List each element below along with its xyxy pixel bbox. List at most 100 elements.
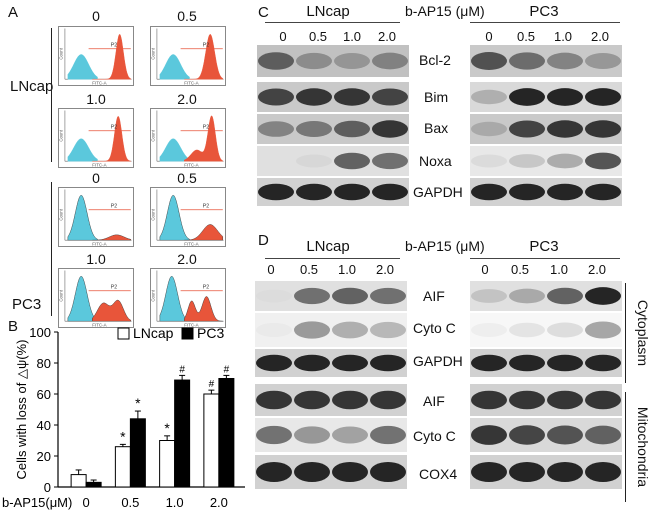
bar-pc3	[129, 418, 146, 488]
panel-c-treatment: b-AP15 (μM)	[405, 3, 485, 19]
hist-header-lncap-0.5: 0.5	[177, 8, 197, 24]
hist-header-pc3-0: 0	[92, 170, 100, 186]
group-bracket-pc3	[51, 182, 52, 316]
blot-band	[509, 461, 545, 483]
category-label: 0	[83, 495, 90, 510]
lane-d-pc3-0.5: 0.5	[510, 262, 530, 277]
blot-d-pc3-cytoc-mito	[470, 418, 622, 452]
blot-band	[372, 52, 408, 70]
hist-x-label: FITC-A	[92, 162, 106, 167]
protein-label-cytoc-cyto: Cyto C	[413, 320, 456, 336]
hist-x-label: FITC-A	[92, 241, 106, 246]
hist-x-label: FITC-A	[92, 80, 106, 85]
lane-c-lncap-0: 0	[279, 29, 287, 44]
blot-band	[256, 461, 292, 483]
cellline-label-lncap: LNcap	[10, 78, 54, 95]
blot-band	[547, 390, 583, 410]
blot-band	[509, 154, 545, 168]
blot-band	[296, 88, 332, 106]
y-tick-label: 100	[29, 325, 51, 340]
hist-y-label: Count	[151, 289, 156, 301]
blot-band	[296, 121, 332, 137]
blot-band	[332, 287, 368, 305]
protein-label-cox4: COX4	[419, 466, 458, 482]
blot-band	[471, 354, 507, 372]
bar-pc3	[85, 481, 102, 488]
blot-band	[585, 390, 621, 410]
panel-d-group-pc3: PC3	[529, 238, 559, 255]
blot-c-lncap-bcl2	[257, 45, 409, 77]
blot-band	[585, 287, 621, 305]
blot-c-pc3-gapdh	[470, 178, 622, 206]
bar-pc3	[174, 379, 191, 488]
hist-header-pc3-0.5: 0.5	[177, 170, 197, 186]
blot-band	[547, 153, 583, 169]
blot-band	[471, 89, 507, 105]
protein-label-bim: Bim	[424, 89, 449, 105]
histogram-pc3-1.0: P2 FITC-A Count	[58, 268, 134, 328]
protein-label-gapdh-c: GAPDH	[413, 184, 463, 200]
blot-band	[372, 88, 408, 106]
blot-band	[256, 354, 292, 372]
blot-band	[585, 53, 621, 69]
blot-band	[370, 287, 406, 305]
blot-band	[471, 183, 507, 201]
blot-band	[372, 152, 408, 170]
protein-label-cytoc-mito: Cyto C	[413, 428, 456, 444]
protein-label-aif-cyto: AIF	[423, 288, 445, 304]
hist-y-label: Count	[151, 129, 156, 141]
histogram-pc3-0.5: P2 FITC-A Count	[150, 187, 226, 247]
blot-c-pc3-bcl2	[470, 45, 622, 77]
blot-band	[547, 120, 583, 138]
blot-band	[334, 183, 370, 201]
legend-swatch-lncap	[117, 327, 130, 340]
bar-lncap	[203, 393, 220, 488]
blot-c-pc3-bax	[470, 114, 622, 144]
protein-label-bcl2: Bcl-2	[419, 52, 451, 68]
panel-c-group-lncap: LNcap	[306, 3, 350, 20]
significance-mark: *	[164, 420, 170, 436]
blot-d-lncap-cytoc-mito	[255, 418, 407, 452]
blot-band	[585, 88, 621, 106]
blot-band	[258, 154, 294, 168]
lane-d-pc3-2.0: 2.0	[587, 262, 607, 277]
blot-d-lncap-aif-mito	[255, 384, 407, 416]
hist-header-lncap-2.0: 2.0	[177, 91, 197, 107]
blot-d-pc3-gapdh-d	[470, 349, 622, 377]
blot-band	[256, 323, 292, 337]
blot-band	[256, 289, 292, 303]
blot-band	[332, 461, 368, 483]
bar-lncap	[114, 446, 131, 488]
x-axis-label: b-AP15(μM)	[2, 495, 72, 510]
legend-swatch-pc3	[181, 327, 194, 340]
fraction-label-mitochondria: Mitochondria	[635, 406, 650, 488]
blot-band	[370, 321, 406, 339]
lane-c-pc3-0: 0	[485, 29, 493, 44]
hist-header-pc3-2.0: 2.0	[177, 251, 197, 267]
lane-c-lncap-1.0: 1.0	[342, 29, 362, 44]
blot-band	[258, 183, 294, 201]
blot-band	[471, 52, 507, 70]
group-bracket-lncap	[51, 28, 52, 162]
blot-band	[471, 289, 507, 303]
blot-d-lncap-cox4	[255, 455, 407, 489]
blot-band	[294, 321, 330, 339]
blot-d-lncap-gapdh-d	[255, 349, 407, 377]
histogram-pc3-2.0: P2 FITC-A Count	[150, 268, 226, 328]
blot-band	[334, 88, 370, 106]
blot-band	[585, 152, 621, 170]
y-tick-label: 20	[37, 449, 51, 464]
panel-c-line-lncap	[265, 22, 400, 23]
hist-header-pc3-1.0: 1.0	[86, 251, 106, 267]
significance-mark: #	[224, 364, 230, 375]
blot-band	[509, 322, 545, 338]
lane-c-pc3-1.0: 1.0	[553, 29, 573, 44]
category-label: 1.0	[166, 495, 184, 510]
bracket-mitochondria	[625, 392, 626, 502]
blot-band	[296, 52, 332, 70]
blot-band	[585, 354, 621, 372]
blot-band	[547, 88, 583, 106]
bar-pc3	[218, 378, 235, 488]
hist-x-label: FITC-A	[184, 322, 198, 327]
